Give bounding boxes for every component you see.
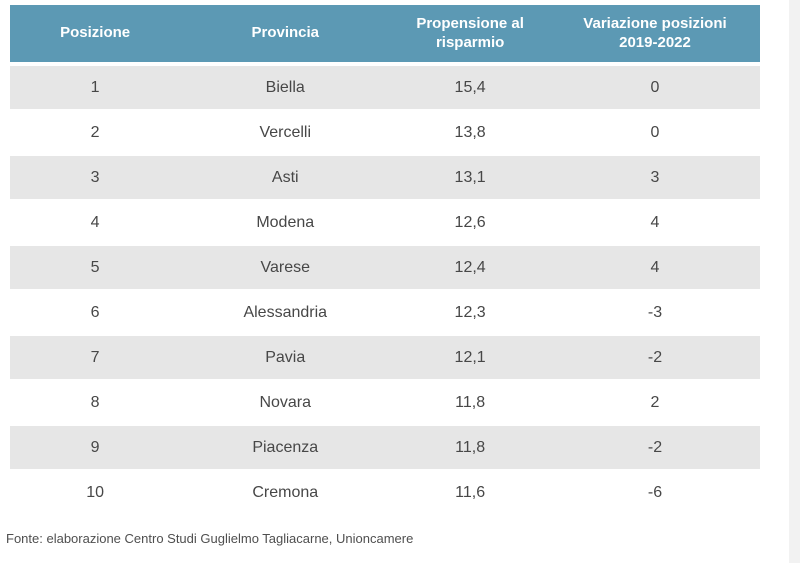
cell-propensione: 11,8 (455, 393, 486, 411)
cell-provincia: Piacenza (252, 438, 319, 456)
cell-posizione: 3 (90, 168, 100, 186)
cell-variazione: 2 (650, 393, 660, 411)
header-provincia: Provincia (251, 24, 320, 42)
cell-variazione: 0 (650, 123, 660, 141)
cell-propensione: 11,6 (455, 483, 486, 501)
table-row: 8 Novara 11,8 2 (10, 381, 760, 424)
cell-variazione: -2 (647, 438, 663, 456)
cell-posizione: 5 (90, 258, 100, 276)
cell-propensione: 15,4 (454, 78, 486, 96)
table-row: 6 Alessandria 12,3 -3 (10, 291, 760, 334)
cell-variazione: -3 (647, 303, 663, 321)
header-propensione: Propensione al risparmio (416, 14, 524, 51)
table-row: 2 Vercelli 13,8 0 (10, 111, 760, 154)
cell-provincia: Alessandria (243, 303, 328, 321)
cell-variazione: -6 (647, 483, 663, 501)
table-row: 10 Cremona 11,6 -6 (10, 471, 760, 514)
table-row: 7 Pavia 12,1 -2 (10, 336, 760, 379)
cell-propensione: 12,1 (454, 348, 486, 366)
cell-posizione: 4 (90, 213, 100, 231)
table-row: 9 Piacenza 11,8 -2 (10, 426, 760, 469)
header-variazione: Variazione posizioni 2019-2022 (583, 14, 727, 51)
cell-provincia: Vercelli (259, 123, 312, 141)
cell-provincia: Novara (259, 393, 312, 411)
cell-variazione: 3 (650, 168, 660, 186)
cell-propensione: 13,8 (454, 123, 486, 141)
table-header-row: Posizione Provincia Propensione al rispa… (10, 5, 760, 62)
table-row: 1 Biella 15,4 0 (10, 66, 760, 109)
table-row: 4 Modena 12,6 4 (10, 201, 760, 244)
source-note: Fonte: elaborazione Centro Studi Gugliel… (6, 531, 414, 546)
cell-variazione: 0 (650, 78, 660, 96)
cell-provincia: Modena (256, 213, 315, 231)
cell-propensione: 12,4 (454, 258, 486, 276)
right-margin-strip (789, 0, 800, 563)
cell-provincia: Asti (271, 168, 299, 186)
table-row: 5 Varese 12,4 4 (10, 246, 760, 289)
cell-posizione: 1 (90, 78, 100, 96)
cell-provincia: Biella (265, 78, 305, 96)
cell-provincia: Cremona (252, 483, 319, 501)
cell-propensione: 12,6 (454, 213, 486, 231)
cell-posizione: 7 (90, 348, 100, 366)
cell-variazione: -2 (647, 348, 663, 366)
cell-provincia: Varese (260, 258, 310, 276)
cell-provincia: Pavia (265, 348, 306, 366)
cell-propensione: 11,8 (455, 438, 486, 456)
cell-variazione: 4 (650, 258, 660, 276)
cell-posizione: 2 (90, 123, 100, 141)
cell-propensione: 13,1 (454, 168, 486, 186)
table-row: 3 Asti 13,1 3 (10, 156, 760, 199)
cell-posizione: 8 (90, 393, 100, 411)
ranking-table: Posizione Provincia Propensione al rispa… (10, 5, 760, 516)
cell-posizione: 10 (86, 483, 105, 501)
header-posizione: Posizione (60, 24, 131, 42)
cell-posizione: 6 (90, 303, 100, 321)
cell-propensione: 12,3 (454, 303, 486, 321)
cell-posizione: 9 (90, 438, 100, 456)
cell-variazione: 4 (650, 213, 660, 231)
